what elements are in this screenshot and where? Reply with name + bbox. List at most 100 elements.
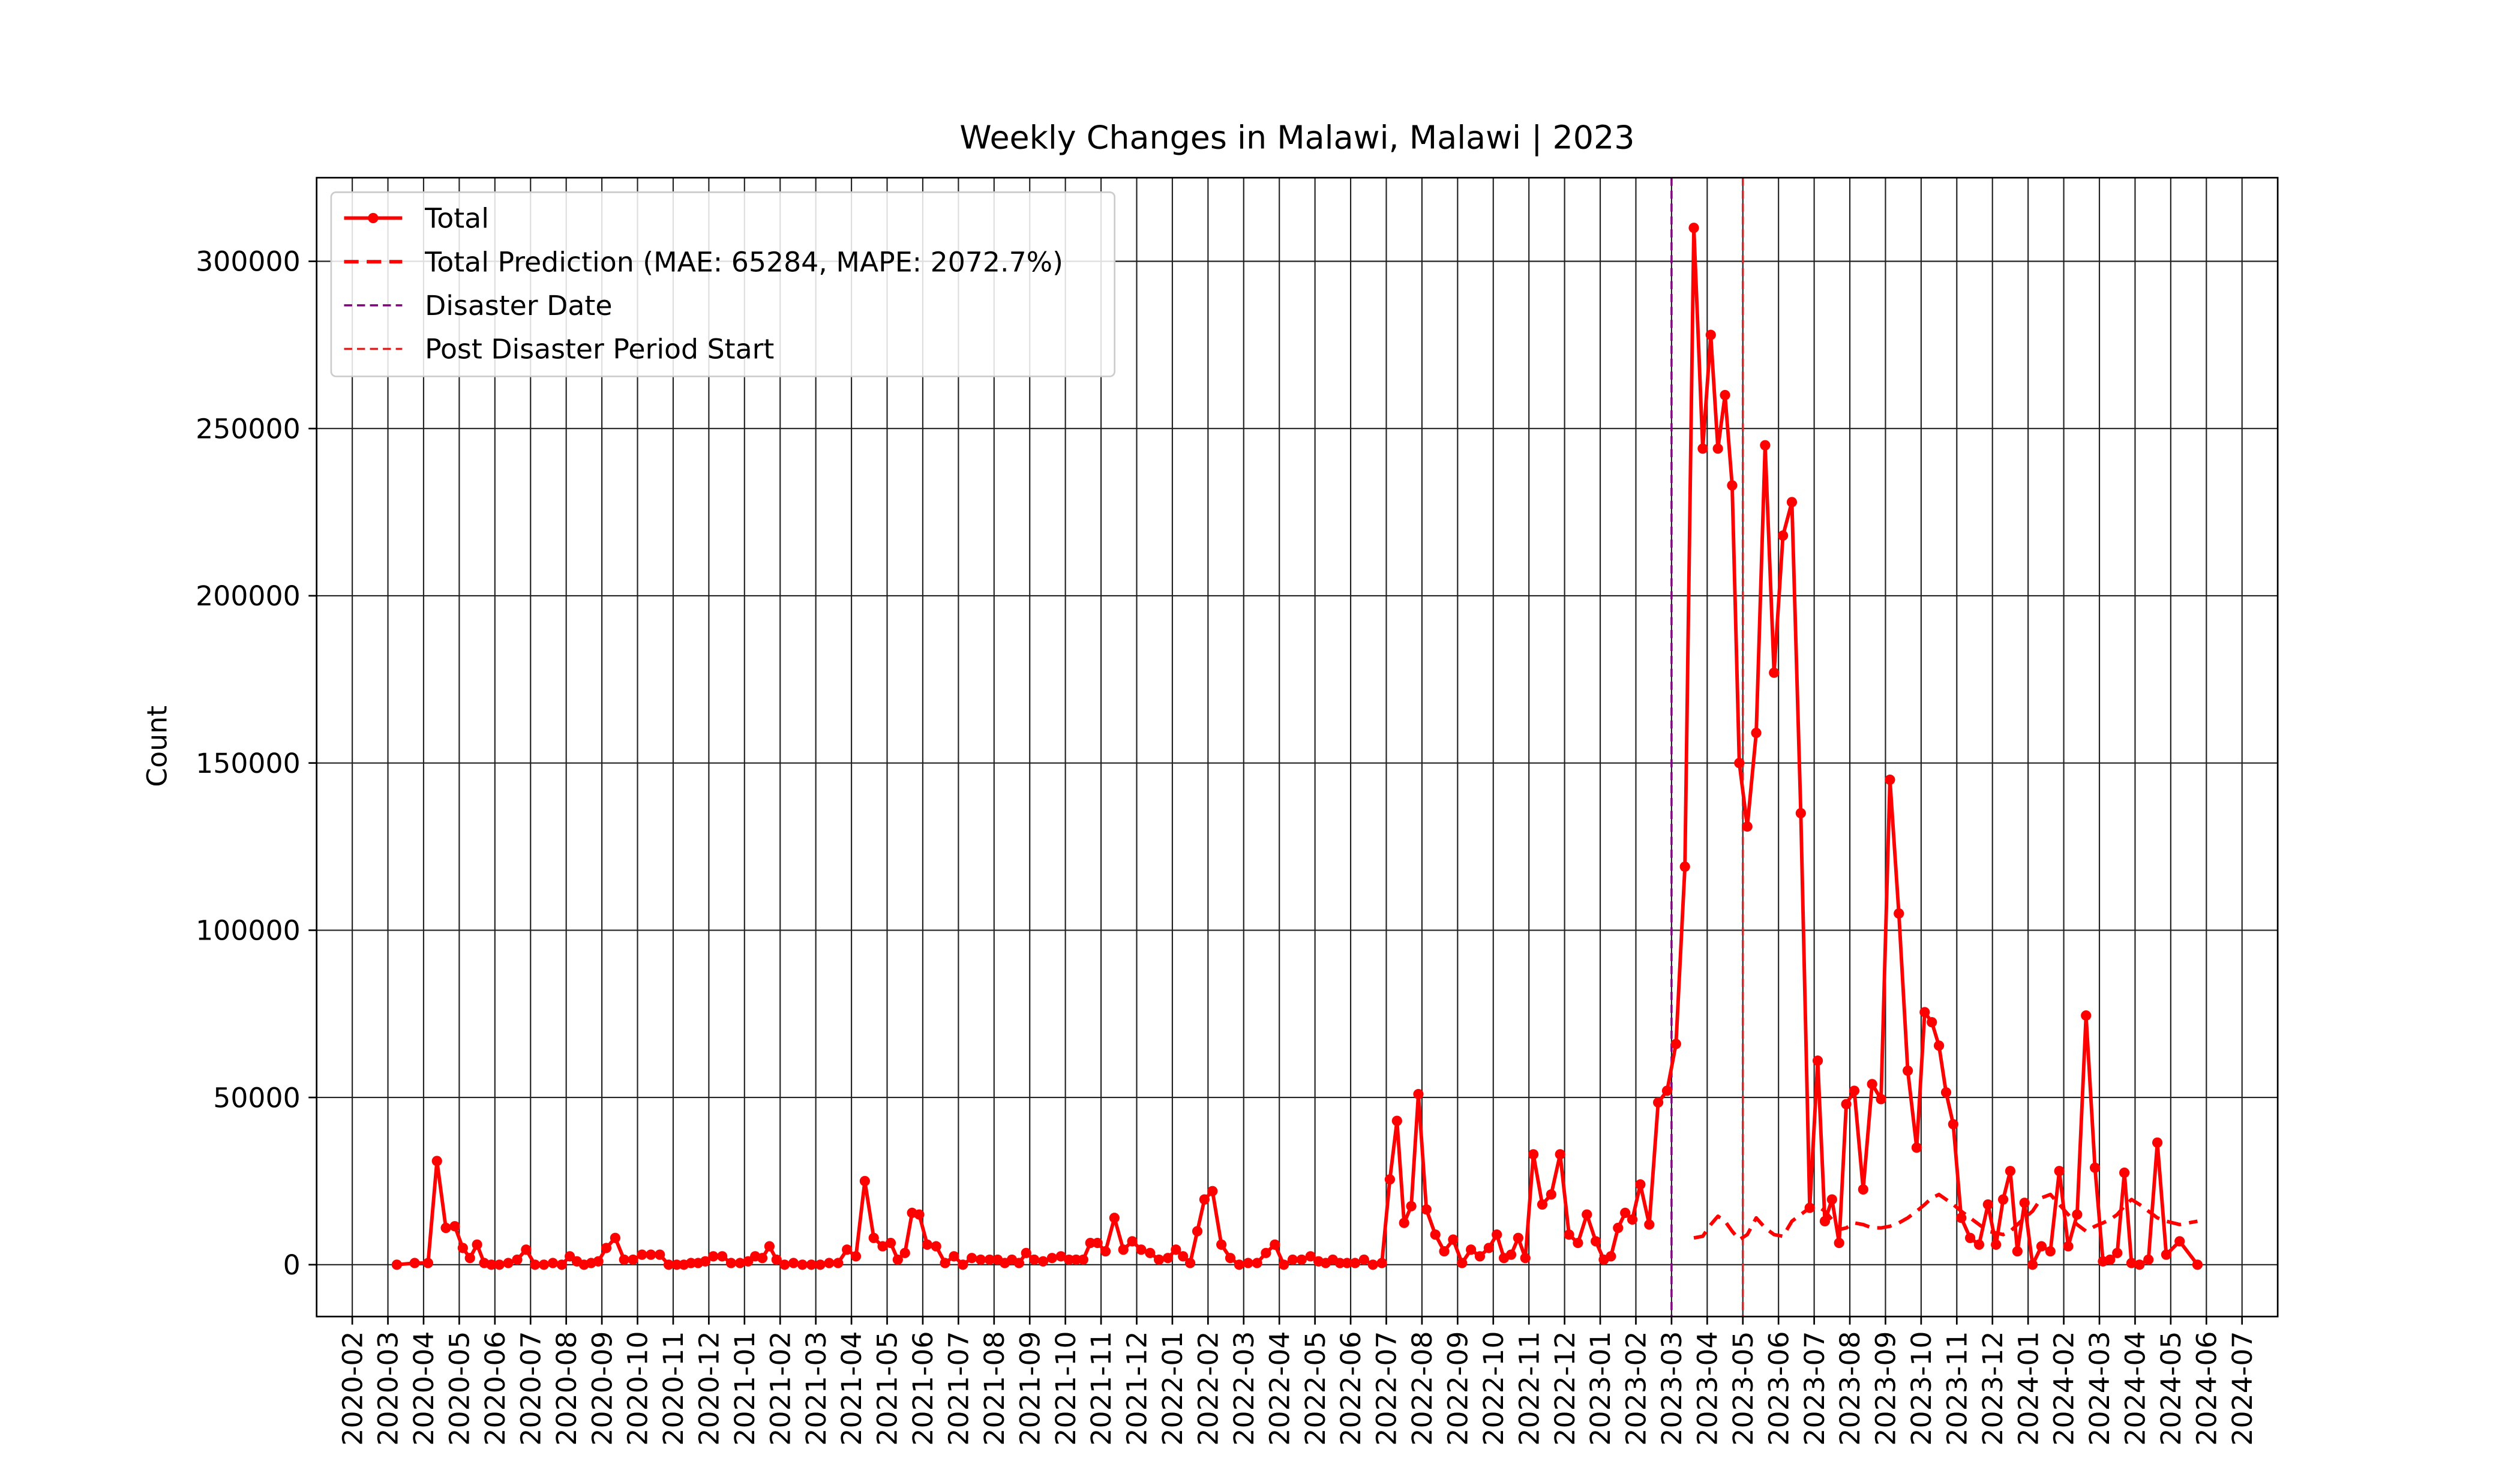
data-point	[2161, 1249, 2172, 1260]
data-point	[2174, 1236, 2185, 1247]
data-point	[1919, 1007, 1930, 1018]
data-point	[1063, 1254, 1075, 1265]
data-point	[797, 1259, 808, 1270]
chart-title: Weekly Changes in Malawi, Malawi | 2023	[959, 119, 1634, 157]
x-tick-label: 2021-05	[872, 1331, 904, 1445]
x-tick-label: 2021-07	[943, 1331, 975, 1445]
data-point	[1296, 1254, 1307, 1265]
data-point	[440, 1222, 451, 1234]
x-tick-label: 2021-04	[836, 1331, 868, 1445]
data-point	[1933, 1040, 1945, 1051]
data-point	[1688, 223, 1699, 233]
y-tick-label: 200000	[196, 580, 301, 612]
data-point	[486, 1259, 497, 1270]
x-tick-label: 2021-01	[729, 1331, 761, 1445]
data-point	[2192, 1259, 2203, 1270]
data-point	[892, 1254, 903, 1265]
y-tick-label: 50000	[213, 1082, 301, 1114]
data-point	[1826, 1194, 1837, 1205]
x-tick-label: 2023-05	[1727, 1331, 1759, 1445]
data-point	[708, 1251, 719, 1262]
data-point	[899, 1247, 910, 1258]
data-point	[2112, 1247, 2123, 1258]
y-tick-label: 100000	[196, 915, 301, 947]
data-point	[1305, 1251, 1316, 1262]
x-tick-label: 2022-06	[1335, 1331, 1367, 1445]
data-point	[1591, 1236, 1601, 1247]
x-tick-label: 2021-11	[1085, 1331, 1117, 1445]
data-point	[1243, 1258, 1253, 1268]
x-tick-label: 2023-02	[1621, 1331, 1652, 1445]
data-point	[671, 1259, 682, 1270]
data-point	[1474, 1251, 1486, 1262]
x-tick-label: 2023-09	[1870, 1331, 1902, 1445]
data-point	[1127, 1236, 1138, 1247]
data-point	[764, 1241, 775, 1252]
data-point	[1199, 1194, 1210, 1205]
data-point	[1606, 1251, 1616, 1262]
data-point	[1406, 1201, 1417, 1211]
data-point	[1973, 1239, 1985, 1250]
x-tick-label: 2021-10	[1050, 1331, 1082, 1445]
plot-frame	[316, 176, 2279, 1318]
data-point	[1727, 480, 1738, 491]
x-tick-label: 2021-12	[1121, 1331, 1153, 1445]
data-point	[409, 1258, 420, 1268]
data-point	[2019, 1198, 2030, 1208]
data-point	[556, 1259, 567, 1270]
x-tick-label: 2022-09	[1442, 1331, 1474, 1445]
data-point	[850, 1251, 862, 1262]
data-point	[1911, 1142, 1922, 1153]
data-point	[1207, 1186, 1218, 1196]
x-tick-label: 2024-05	[2155, 1331, 2187, 1445]
data-point	[391, 1259, 403, 1270]
data-point	[1742, 821, 1753, 832]
data-point	[1858, 1184, 1868, 1195]
data-point	[593, 1256, 604, 1267]
data-point	[1413, 1088, 1424, 1100]
x-tick-label: 2021-02	[764, 1331, 796, 1445]
data-point	[1940, 1087, 1952, 1098]
data-point	[1118, 1244, 1129, 1255]
x-tick-label: 2022-05	[1300, 1331, 1331, 1445]
data-point	[1819, 1216, 1831, 1226]
data-point	[788, 1258, 799, 1268]
data-point	[2152, 1137, 2163, 1148]
x-tick-label: 2022-08	[1406, 1331, 1438, 1445]
data-point	[2054, 1166, 2065, 1177]
data-point	[686, 1258, 697, 1268]
data-point	[859, 1175, 870, 1187]
data-point	[2089, 1162, 2101, 1173]
x-tick-label: 2020-09	[586, 1331, 618, 1445]
data-point	[1439, 1246, 1450, 1257]
x-tick-label: 2022-01	[1157, 1331, 1189, 1445]
x-tick-label: 2023-11	[1941, 1331, 1973, 1445]
x-tick-label: 2023-03	[1656, 1331, 1688, 1445]
data-point	[725, 1258, 737, 1268]
data-point	[1055, 1251, 1066, 1262]
data-point	[1653, 1097, 1664, 1108]
data-point	[1457, 1258, 1468, 1268]
data-point	[1171, 1244, 1181, 1255]
data-point	[530, 1259, 541, 1270]
x-tick-label: 2022-07	[1371, 1331, 1403, 1445]
data-point	[1342, 1258, 1352, 1268]
data-point	[1234, 1259, 1244, 1270]
data-point	[868, 1232, 879, 1243]
x-tick-label: 2021-03	[800, 1331, 832, 1445]
data-point	[1252, 1258, 1262, 1268]
data-point	[1421, 1204, 1432, 1215]
legend-label: Post Disaster Period Start	[425, 334, 774, 365]
data-point	[1849, 1085, 1860, 1096]
data-point	[1573, 1237, 1583, 1249]
data-point	[1367, 1259, 1378, 1270]
legend-label: Total Prediction (MAE: 65284, MAPE: 2072…	[424, 246, 1063, 278]
data-point	[1876, 1094, 1886, 1105]
data-point	[1513, 1232, 1523, 1243]
data-point	[1720, 389, 1730, 401]
data-point	[2036, 1241, 2047, 1252]
data-point	[2045, 1246, 2056, 1257]
data-point	[1162, 1253, 1174, 1264]
data-point	[1834, 1237, 1844, 1249]
x-tick-label: 2020-10	[622, 1331, 654, 1445]
